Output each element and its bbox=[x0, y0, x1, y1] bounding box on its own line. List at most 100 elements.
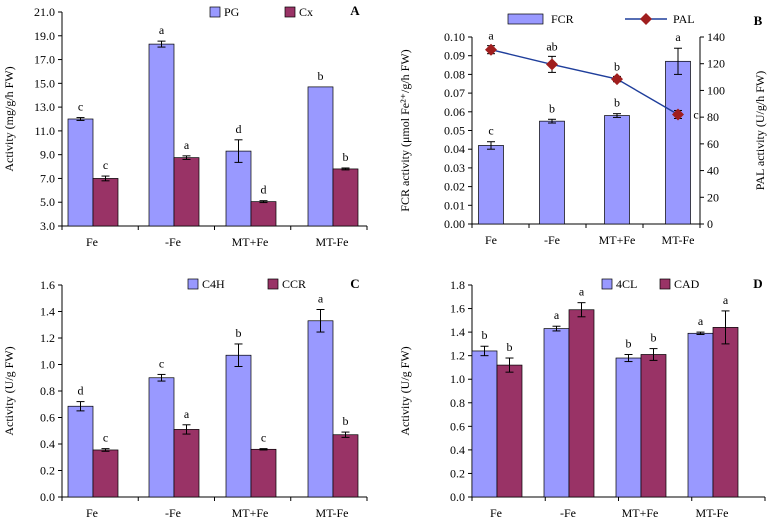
significance-letter: b bbox=[482, 328, 488, 342]
line-pal bbox=[490, 49, 679, 116]
x-tick-label: MT-Fe bbox=[696, 506, 729, 520]
pal-significance-letter: c bbox=[693, 107, 698, 121]
x-tick-label: -Fe bbox=[165, 235, 181, 249]
significance-letter: a bbox=[184, 138, 190, 152]
bar-c4h bbox=[225, 354, 252, 498]
significance-letter: b bbox=[343, 414, 349, 428]
significance-letter: a bbox=[723, 293, 729, 307]
y-tick-label: 7.0 bbox=[40, 171, 55, 185]
significance-letter: b bbox=[614, 96, 620, 110]
y2-tick-label: 120 bbox=[707, 57, 725, 71]
significance-letter: d bbox=[78, 384, 84, 398]
significance-letter: a bbox=[318, 292, 324, 306]
y-tick-label: 1.2 bbox=[450, 349, 465, 363]
bar-pg bbox=[148, 43, 175, 227]
legend-swatch-pg bbox=[209, 6, 221, 18]
point-pal bbox=[672, 108, 684, 121]
significance-letter: a bbox=[579, 285, 585, 299]
x-tick-label: Fe bbox=[86, 235, 98, 249]
y-tick-label: 1.6 bbox=[40, 278, 55, 292]
y2-tick-label: 0 bbox=[707, 217, 713, 231]
y-tick-label: 0.2 bbox=[40, 464, 55, 478]
y2-tick-label: 80 bbox=[707, 110, 719, 124]
panel-label: D bbox=[753, 276, 762, 291]
y-tick-label: 13.0 bbox=[34, 100, 55, 114]
bar-fcr bbox=[478, 145, 504, 225]
y-tick-label: 0.02 bbox=[444, 180, 465, 194]
legend-label-pal: PAL bbox=[673, 12, 695, 26]
y-tick-label: 0.05 bbox=[444, 124, 465, 138]
point-pal bbox=[546, 58, 558, 71]
legend-swatch-c4h bbox=[187, 278, 199, 290]
legend-marker-pal bbox=[640, 13, 652, 25]
x-tick-label: MT+Fe bbox=[599, 233, 636, 247]
y-tick-label: 1.0 bbox=[450, 372, 465, 386]
bar-ccr bbox=[92, 449, 119, 498]
y-tick-label: 1.0 bbox=[40, 358, 55, 372]
legend-label-cx: Cx bbox=[299, 5, 313, 19]
chart-panel-c: 0.0 0.2 0.4 0.6 0.8 1.0 1.2 1.4 1.6 Fe -Fe MT+Fe MT-… bbox=[2, 276, 368, 520]
point-pal bbox=[611, 73, 623, 86]
bar-c4h bbox=[67, 405, 94, 498]
bar-cad bbox=[496, 364, 523, 498]
legend-swatch-fcr bbox=[507, 13, 544, 25]
significance-letter: a bbox=[698, 314, 704, 328]
y-tick-label: 0.0 bbox=[40, 490, 55, 504]
y-tick-label: 1.4 bbox=[450, 325, 465, 339]
y-tick-label: 0.04 bbox=[444, 142, 465, 156]
panel-label: B bbox=[754, 13, 763, 28]
y2-tick-label: 40 bbox=[707, 164, 719, 178]
significance-letter: b bbox=[626, 336, 632, 350]
bar-cad bbox=[640, 354, 667, 498]
legend-swatch-cad bbox=[659, 278, 671, 290]
significance-letter: c bbox=[78, 100, 83, 114]
x-tick-label: MT+Fe bbox=[232, 235, 269, 249]
significance-letter: d bbox=[236, 122, 242, 136]
pal-significance-letter: a bbox=[488, 29, 494, 43]
y-tick-label: 0.03 bbox=[444, 161, 465, 175]
bar-c4h bbox=[148, 377, 175, 498]
pal-significance-letter: ab bbox=[546, 39, 557, 53]
y-axis-label: Activity (U/g FW) bbox=[398, 346, 412, 435]
y-tick-label: 0.4 bbox=[450, 443, 465, 457]
y-tick-label: 0.07 bbox=[444, 86, 465, 100]
panel-label: C bbox=[350, 276, 359, 291]
chart-panel-b: 0.00 0.01 0.02 0.03 0.04 0.05 0.06 0.07 0.08 0.09… bbox=[398, 12, 767, 247]
significance-letter: b bbox=[651, 331, 657, 345]
bar-4cl bbox=[687, 332, 714, 498]
legend-label-4cl: 4CL bbox=[616, 277, 637, 291]
x-tick-label: Fe bbox=[485, 233, 497, 247]
legend-label-ccr: CCR bbox=[282, 277, 306, 291]
bar-fcr bbox=[539, 120, 565, 225]
significance-letter: c bbox=[488, 124, 493, 138]
bar-fcr bbox=[665, 60, 691, 225]
y-tick-label: 0.09 bbox=[444, 49, 465, 63]
bar-ccr bbox=[173, 429, 200, 498]
x-tick-label: -Fe bbox=[560, 506, 576, 520]
y-tick-label: 0.0 bbox=[450, 490, 465, 504]
y-tick-label: 9.0 bbox=[40, 148, 55, 162]
point-pal bbox=[485, 43, 497, 56]
significance-letter: b bbox=[236, 326, 242, 340]
significance-letter: b bbox=[507, 340, 513, 354]
y2-tick-label: 100 bbox=[707, 83, 725, 97]
y2-tick-label: 140 bbox=[707, 30, 725, 44]
y-tick-label: 0.10 bbox=[444, 30, 465, 44]
x-tick-label: MT-Fe bbox=[316, 506, 349, 520]
legend-swatch-4cl bbox=[601, 278, 613, 290]
y-tick-label: 0.8 bbox=[450, 396, 465, 410]
significance-letter: a bbox=[184, 407, 190, 421]
bar-cx bbox=[173, 157, 200, 227]
x-tick-label: Fe bbox=[86, 506, 98, 520]
x-tick-label: MT-Fe bbox=[316, 235, 349, 249]
bar-cx bbox=[92, 178, 119, 227]
y-tick-label: 1.6 bbox=[450, 302, 465, 316]
legend-label-c4h: C4H bbox=[202, 277, 225, 291]
y-tick-label: 19.0 bbox=[34, 29, 55, 43]
y-tick-label: 0.01 bbox=[444, 198, 465, 212]
y-tick-label: 0.8 bbox=[40, 384, 55, 398]
legend-label-fcr: FCR bbox=[551, 12, 574, 26]
bar-cx bbox=[332, 168, 359, 227]
y-tick-label: 0.2 bbox=[450, 466, 465, 480]
